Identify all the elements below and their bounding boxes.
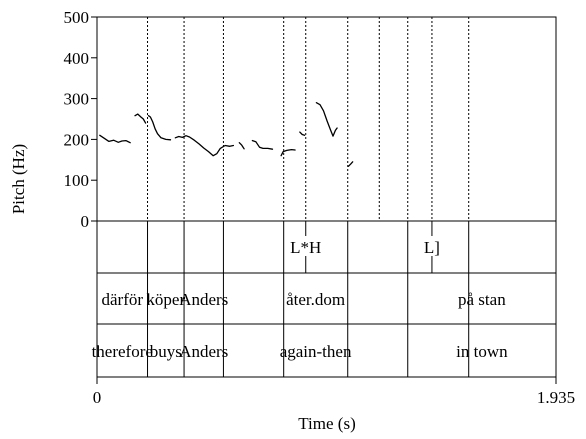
y-tick-label: 500 — [64, 8, 90, 27]
tone-label: L] — [424, 238, 440, 257]
pitch-contour-segment — [280, 148, 296, 157]
y-tick-label: 200 — [64, 130, 90, 149]
tone-tier: L*H L] — [290, 221, 440, 273]
pitch-contour-segment — [347, 161, 354, 167]
word-cell-swedish: köper — [146, 290, 185, 309]
y-tick-label: 100 — [64, 171, 90, 190]
pitch-contour-group — [99, 102, 354, 167]
y-axis-title: Pitch (Hz) — [9, 144, 28, 214]
pitch-contour-segment — [238, 142, 245, 150]
pitch-contour-segment — [147, 115, 172, 141]
word-cell-gloss: again-then — [280, 342, 352, 361]
x-axis-ticks: 0 1.935 — [93, 377, 575, 407]
word-cell-swedish: Anders — [179, 290, 228, 309]
x-tick-label: 1.935 — [537, 388, 575, 407]
y-tick-label: 400 — [64, 49, 90, 68]
y-axis-ticks: 0 100 200 300 400 500 — [64, 8, 97, 231]
interval-dividers — [147, 17, 470, 221]
word-cell-swedish: på stan — [458, 290, 506, 309]
word-cell-gloss: in town — [456, 342, 508, 361]
x-axis-title: Time (s) — [298, 414, 355, 433]
y-tick-label: 300 — [64, 90, 90, 109]
y-tick-label: 0 — [81, 212, 90, 231]
pitch-contour-segment — [251, 139, 274, 150]
pitch-panel-frame — [96, 16, 557, 274]
word-cell-swedish: därför — [101, 290, 143, 309]
pitch-contour-segment — [299, 131, 306, 136]
word-cell-gloss: Anders — [179, 342, 228, 361]
word-cell-gloss: buys — [150, 342, 182, 361]
word-cell-swedish: åter.dom — [286, 290, 345, 309]
word-tier: därförthereforeköperbuysAndersAndersåter… — [92, 221, 508, 377]
word-cell-gloss: therefore — [92, 342, 153, 361]
x-tick-label: 0 — [93, 388, 102, 407]
pitch-contour-segment — [315, 102, 338, 137]
panel-frames — [96, 16, 557, 378]
tone-label: L*H — [290, 238, 321, 257]
pitch-contour-segment — [99, 134, 131, 144]
pitch-contour-segment — [134, 113, 147, 124]
